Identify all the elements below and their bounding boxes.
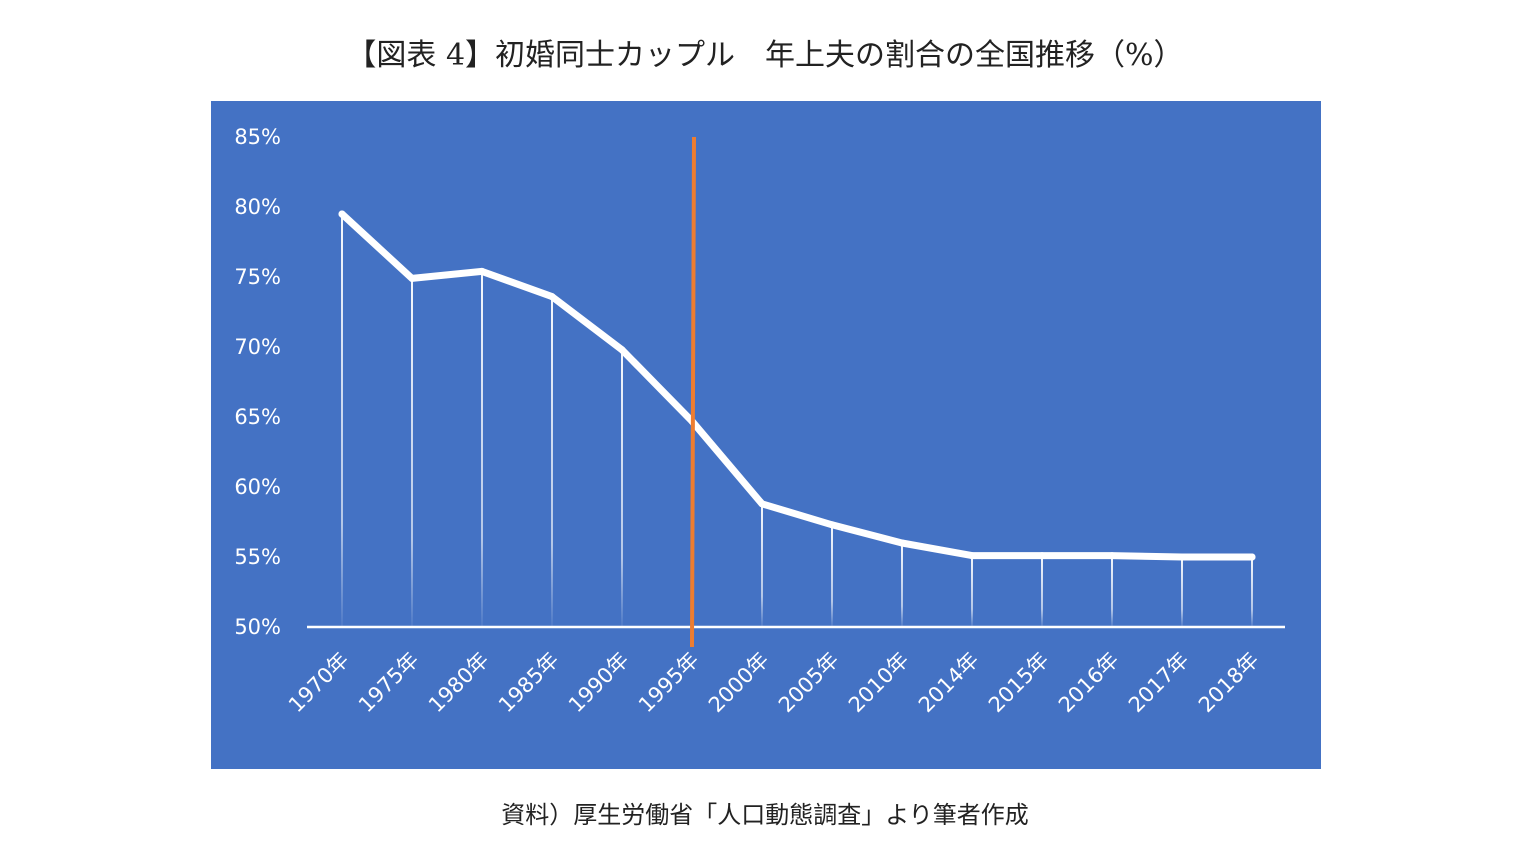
chart-title: 【図表 4】初婚同士カップル 年上夫の割合の全国推移（%） xyxy=(346,38,1184,73)
drop-line xyxy=(481,271,483,627)
x-axis: 1970年 1975年 1980年 1985年 1990年 1995年 2000年 2005年… xyxy=(284,625,1285,718)
data-point xyxy=(478,267,486,275)
drop-line xyxy=(1041,555,1043,627)
x-tick-label: 1970年 xyxy=(284,648,354,718)
x-tick-label: 1995年 xyxy=(634,648,704,718)
x-tick-label: 2016年 xyxy=(1054,648,1124,718)
y-tick-label: 80% xyxy=(234,195,281,219)
x-tick-label: 1975年 xyxy=(354,648,424,718)
data-point xyxy=(338,210,346,218)
x-tick-label: 1985年 xyxy=(494,648,564,718)
data-point xyxy=(898,539,906,547)
chart-panel: 50% 55% 60% 65% 70% 75% 80% 85% 1970年 1975年 1980年… xyxy=(211,101,1321,769)
drop-line xyxy=(761,503,763,627)
x-tick-label: 2010年 xyxy=(844,648,914,718)
data-point xyxy=(1248,553,1256,561)
drop-line xyxy=(1111,555,1113,627)
x-tick-label: 1980年 xyxy=(424,648,494,718)
series-line xyxy=(338,210,1256,561)
data-point xyxy=(968,552,976,560)
drop-line xyxy=(411,278,413,627)
x-tick-label: 2005年 xyxy=(774,648,844,718)
y-tick-label: 50% xyxy=(234,615,281,639)
drop-line xyxy=(551,296,553,627)
data-point xyxy=(548,293,556,301)
data-point xyxy=(1178,553,1186,561)
x-tick-label: 2015年 xyxy=(984,648,1054,718)
x-tick-label: 1990年 xyxy=(564,648,634,718)
x-tick-label: 2018年 xyxy=(1194,648,1264,718)
x-tick-label: 2000年 xyxy=(704,648,774,718)
drop-lines xyxy=(341,214,1253,627)
y-tick-label: 60% xyxy=(234,475,281,499)
y-tick-label: 55% xyxy=(234,545,281,569)
series xyxy=(338,210,1256,561)
drop-line xyxy=(621,349,623,627)
data-point xyxy=(1038,552,1046,560)
y-axis: 50% 55% 60% 65% 70% 75% 80% 85% xyxy=(234,125,281,639)
drop-line xyxy=(901,543,903,627)
drop-line xyxy=(341,214,343,627)
y-tick-label: 85% xyxy=(234,125,281,149)
drop-line xyxy=(1181,557,1183,627)
vertical-marker xyxy=(690,136,696,648)
x-tick-label: 2014年 xyxy=(914,648,984,718)
drop-line xyxy=(1251,557,1253,627)
drop-line xyxy=(971,555,973,627)
x-tick-label: 2017年 xyxy=(1124,648,1194,718)
data-point xyxy=(1108,552,1116,560)
y-tick-label: 70% xyxy=(234,335,281,359)
y-tick-label: 65% xyxy=(234,405,281,429)
y-tick-label: 75% xyxy=(234,265,281,289)
line-chart: 50% 55% 60% 65% 70% 75% 80% 85% 1970年 1975年 1980年… xyxy=(234,125,1285,718)
data-point xyxy=(758,500,766,508)
vertical-marker-line xyxy=(690,136,696,648)
source-note: 資料）厚生労働省「人口動態調査」より筆者作成 xyxy=(501,801,1029,829)
data-point xyxy=(828,521,836,529)
data-point xyxy=(408,274,416,282)
drop-line xyxy=(831,524,833,627)
data-point xyxy=(618,346,626,354)
